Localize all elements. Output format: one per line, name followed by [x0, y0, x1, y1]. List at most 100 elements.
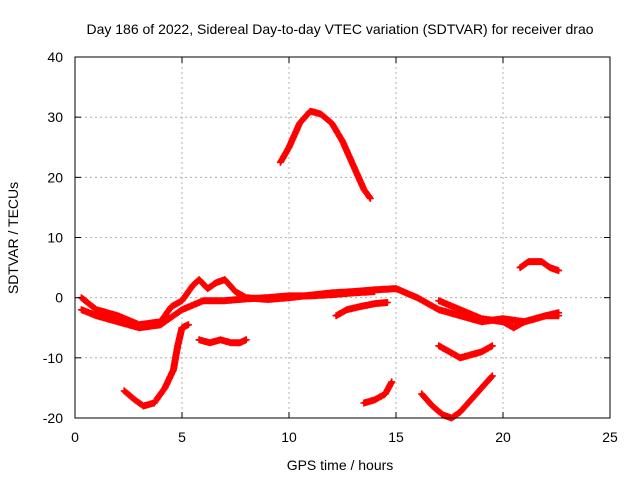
- series-right-top-segment: [516, 258, 563, 275]
- data-point: [518, 266, 522, 269]
- data-point: [137, 326, 141, 330]
- data-point: [480, 386, 483, 390]
- data-point: [309, 109, 312, 113]
- data-point: [95, 308, 98, 312]
- x-tick-label: 20: [495, 429, 511, 445]
- data-point: [80, 308, 83, 312]
- data-point: [490, 374, 494, 378]
- data-point: [180, 326, 184, 330]
- data-point: [490, 344, 494, 348]
- data-point: [557, 269, 561, 272]
- data-point: [159, 323, 163, 327]
- data-point: [219, 338, 222, 342]
- data-point: [80, 296, 83, 300]
- x-tick-label: 5: [178, 429, 186, 445]
- data-point: [309, 294, 312, 298]
- data-point: [458, 308, 462, 312]
- data-point: [223, 299, 227, 303]
- data-point: [469, 353, 473, 357]
- data-point: [458, 410, 462, 414]
- data-point: [480, 317, 483, 321]
- data-marker-trail: [332, 299, 391, 320]
- data-point: [234, 290, 237, 294]
- data-point: [512, 326, 516, 330]
- data-point: [330, 121, 334, 125]
- data-point: [448, 350, 451, 354]
- data-point: [287, 294, 291, 298]
- y-tick-label: 30: [47, 109, 63, 125]
- series-high-arc: [276, 107, 374, 202]
- data-point: [420, 392, 424, 396]
- series-right-lower-band: [435, 297, 563, 332]
- series-wave-segment: [435, 342, 496, 362]
- data-series: [77, 107, 563, 422]
- data-point: [122, 389, 126, 393]
- data-point: [458, 314, 462, 318]
- data-point: [394, 287, 398, 291]
- data-point: [437, 299, 441, 303]
- y-tick-label: 40: [47, 49, 63, 65]
- data-point: [206, 287, 210, 291]
- data-point: [373, 290, 376, 294]
- data-point: [266, 296, 269, 300]
- x-tick-label: 10: [281, 429, 297, 445]
- data-point: [191, 284, 195, 288]
- data-point: [373, 302, 376, 306]
- data-point: [480, 350, 483, 354]
- data-point: [187, 323, 190, 327]
- data-point: [95, 314, 98, 318]
- data-point: [416, 296, 419, 300]
- data-point: [197, 278, 201, 282]
- series-mid-segment: [195, 336, 250, 347]
- data-point: [176, 344, 180, 348]
- y-tick-label: -20: [43, 410, 63, 426]
- data-point: [180, 308, 184, 312]
- data-marker-trail: [435, 342, 496, 362]
- data-point: [334, 314, 338, 318]
- data-marker-trail: [516, 258, 563, 275]
- grid-lines: [75, 57, 610, 418]
- y-axis-label: SDTVAR / TECUs: [5, 182, 21, 294]
- y-tick-label: 20: [47, 169, 63, 185]
- data-point: [527, 260, 531, 263]
- data-point: [501, 320, 505, 324]
- y-axis-ticks: -20 -10 0 10 20 30 40: [43, 49, 610, 426]
- data-point: [244, 338, 248, 342]
- x-tick-label: 15: [388, 429, 404, 445]
- data-point: [351, 163, 355, 167]
- data-point: [116, 320, 120, 324]
- x-axis-ticks: 0 5 10 15 20 25: [71, 57, 618, 445]
- data-point: [345, 308, 349, 312]
- data-point: [341, 139, 344, 143]
- data-point: [208, 341, 212, 345]
- data-point: [133, 398, 137, 402]
- x-tick-label: 25: [602, 429, 618, 445]
- data-point: [373, 398, 376, 402]
- data-point: [172, 368, 175, 372]
- data-point: [557, 311, 561, 315]
- data-point: [229, 341, 233, 345]
- data-point: [169, 305, 173, 309]
- data-point: [238, 341, 242, 345]
- data-point: [469, 398, 473, 402]
- data-point: [383, 392, 387, 396]
- data-point: [298, 121, 302, 125]
- series-low-right-segment: [360, 378, 396, 407]
- y-tick-label: 10: [47, 230, 63, 246]
- data-point: [362, 401, 366, 405]
- data-point: [437, 344, 441, 348]
- data-point: [533, 317, 537, 321]
- data-point: [523, 320, 526, 324]
- data-marker-trail: [120, 321, 192, 410]
- data-point: [430, 404, 434, 408]
- data-point: [142, 404, 145, 408]
- data-point: [548, 266, 552, 269]
- data-point: [458, 356, 462, 360]
- data-point: [540, 260, 543, 263]
- data-point: [223, 278, 227, 282]
- x-axis-label: GPS time / hours: [287, 457, 394, 473]
- data-point: [214, 281, 218, 285]
- data-point: [437, 308, 441, 312]
- data-point: [163, 386, 167, 390]
